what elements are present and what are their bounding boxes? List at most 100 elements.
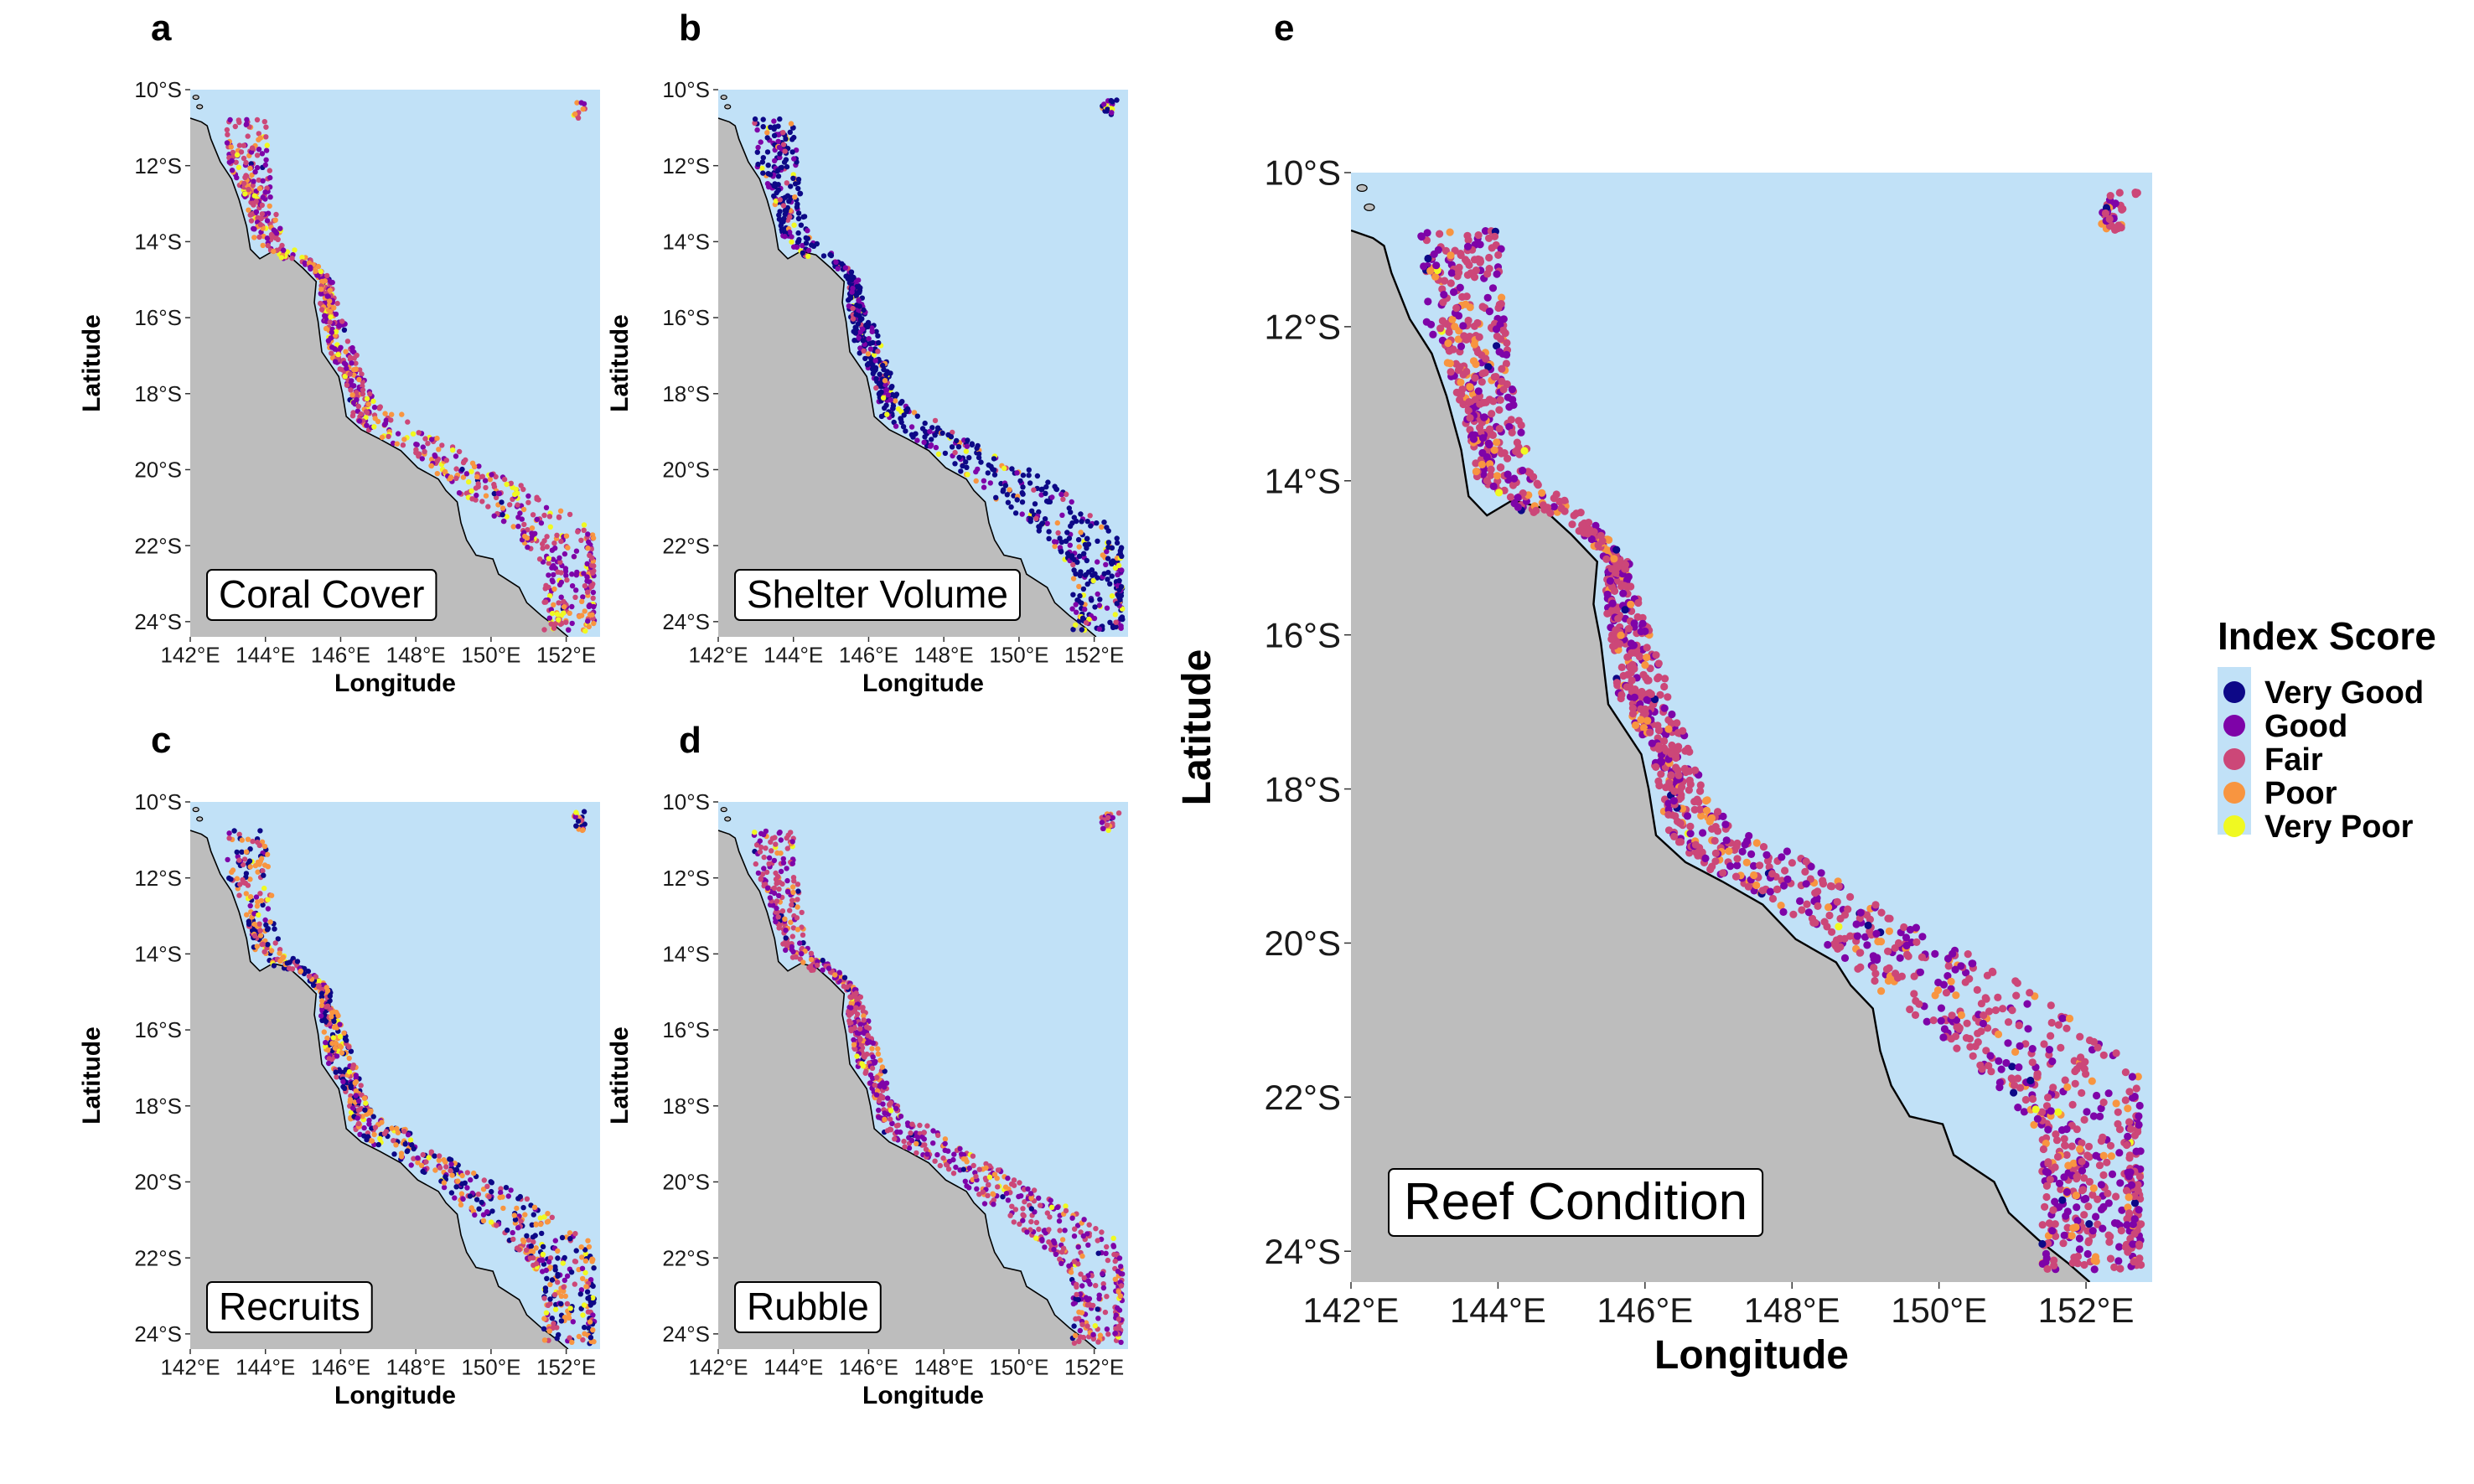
reef-point (246, 918, 252, 924)
x-tick-label: 152°E (1064, 1355, 1124, 1380)
reef-point (981, 478, 987, 483)
reef-point (324, 293, 330, 299)
reef-point (1019, 511, 1025, 517)
reef-point (2135, 1172, 2145, 1181)
reef-point (908, 1137, 915, 1144)
reef-point (563, 572, 569, 578)
reef-point (355, 1120, 362, 1127)
reef-point (1057, 535, 1063, 541)
x-tick-label: 150°E (989, 643, 1048, 668)
reef-point (1478, 460, 1486, 469)
reef-point (911, 410, 918, 416)
reef-point (489, 1188, 494, 1195)
reef-point (347, 1099, 353, 1105)
reef-point (872, 358, 878, 364)
reef-point (256, 147, 262, 153)
reef-point (469, 460, 476, 466)
reef-point (552, 1306, 559, 1312)
reef-point (2097, 1104, 2105, 1113)
reef-point (1063, 1203, 1069, 1209)
reef-point (252, 169, 258, 175)
reef-point (381, 421, 388, 428)
reef-point (771, 132, 778, 138)
reef-point (876, 1114, 882, 1120)
reef-point (399, 411, 405, 417)
reef-point (340, 1078, 346, 1085)
reef-point (308, 264, 313, 271)
reef-point (935, 1132, 941, 1139)
reef-point (960, 463, 965, 469)
reef-point (428, 1149, 434, 1155)
reef-point (766, 855, 773, 861)
reef-point (970, 1162, 976, 1169)
reef-point (2051, 1197, 2059, 1206)
reef-point (1508, 428, 1516, 437)
reef-point (2008, 1063, 2016, 1071)
reef-point (241, 142, 247, 148)
reef-point (773, 876, 779, 882)
reef-point (1058, 549, 1064, 555)
x-tick-label: 142°E (160, 643, 220, 668)
reef-point (529, 525, 536, 531)
reef-point (343, 349, 349, 354)
reef-point (263, 922, 269, 928)
reef-point (541, 1214, 547, 1220)
reef-point (1504, 470, 1512, 478)
reef-point (484, 1183, 490, 1190)
reef-point (778, 837, 784, 843)
reef-point (805, 253, 811, 260)
reef-point (268, 892, 275, 898)
reef-point (555, 1280, 561, 1285)
reef-point (1024, 1229, 1030, 1235)
reef-point (456, 490, 463, 496)
reef-point (758, 139, 763, 145)
reef-point (1083, 620, 1089, 626)
reef-point (370, 1114, 376, 1119)
reef-point (1072, 1226, 1078, 1232)
reef-point (2115, 189, 2124, 197)
reef-point (880, 362, 886, 369)
reef-point (848, 1005, 854, 1011)
reef-point (265, 942, 271, 948)
reef-point (782, 234, 788, 240)
reef-point (323, 985, 329, 990)
reef-point (1078, 1271, 1084, 1277)
island (196, 816, 204, 822)
reef-point (1483, 293, 1492, 302)
axes: 142°E 144°E 146°E 148°E 150°E 152°E10°S12°S14… (606, 789, 1124, 1409)
reef-point (1090, 1331, 1096, 1337)
reef-point (1090, 1302, 1096, 1309)
reef-point (356, 1098, 362, 1104)
reef-point (480, 1187, 487, 1192)
map-panel-e: 142°E 144°E 146°E 148°E 150°E 152°E10°S12°S14… (1175, 8, 2152, 1378)
reef-point (867, 1072, 874, 1078)
reef-point (1113, 1326, 1119, 1331)
reef-point (508, 1187, 514, 1193)
reef-point (2016, 1042, 2024, 1050)
reef-point (772, 158, 778, 164)
reef-point (253, 209, 260, 215)
reef-point (1095, 1238, 1100, 1244)
reef-point (1803, 900, 1811, 908)
reef-point (1100, 1271, 1105, 1277)
reef-point (775, 123, 781, 129)
reef-point (851, 1037, 857, 1043)
reef-point (792, 194, 798, 200)
reef-point (328, 314, 334, 320)
reef-point (1048, 1197, 1053, 1203)
reef-point (546, 556, 551, 561)
reef-point (1472, 360, 1480, 369)
reef-point (520, 486, 526, 493)
reef-point (2112, 1049, 2120, 1057)
reef-point (1107, 619, 1113, 625)
reef-point (861, 307, 867, 313)
reef-point (2068, 1100, 2077, 1109)
reef-point (390, 440, 396, 447)
reef-point (1101, 101, 1107, 107)
reef-point (873, 385, 879, 391)
reef-point (1657, 770, 1665, 778)
y-tick-label: 20°S (662, 458, 710, 483)
reef-point (1104, 605, 1110, 611)
reef-point (247, 876, 253, 882)
reef-point (924, 1123, 930, 1129)
